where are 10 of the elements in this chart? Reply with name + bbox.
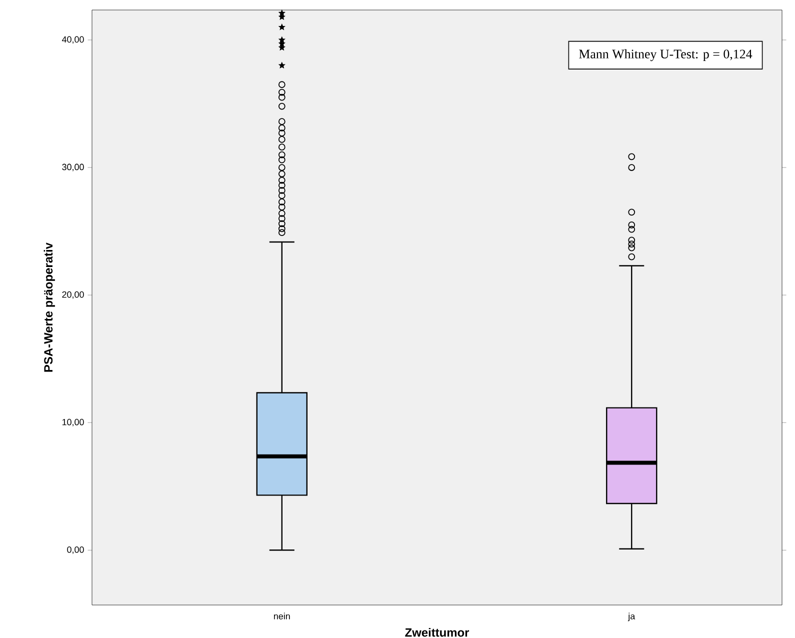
x-tick-label: nein [274,612,290,620]
y-tick-label: 40,00 [62,36,84,44]
y-tick-label: 20,00 [62,291,84,299]
y-tick-label: 10,00 [62,418,84,426]
y-tick-label: 30,00 [62,164,84,172]
annotation: Mann Whitney U-Test: p = 0,124 [579,49,752,62]
y-tick-label: 0,00 [67,546,84,554]
x-axis-title: Zweittumor [405,628,470,637]
x-tick-label: ja [628,612,636,622]
y-axis-title: PSA-Werte präoperativ [44,242,55,372]
